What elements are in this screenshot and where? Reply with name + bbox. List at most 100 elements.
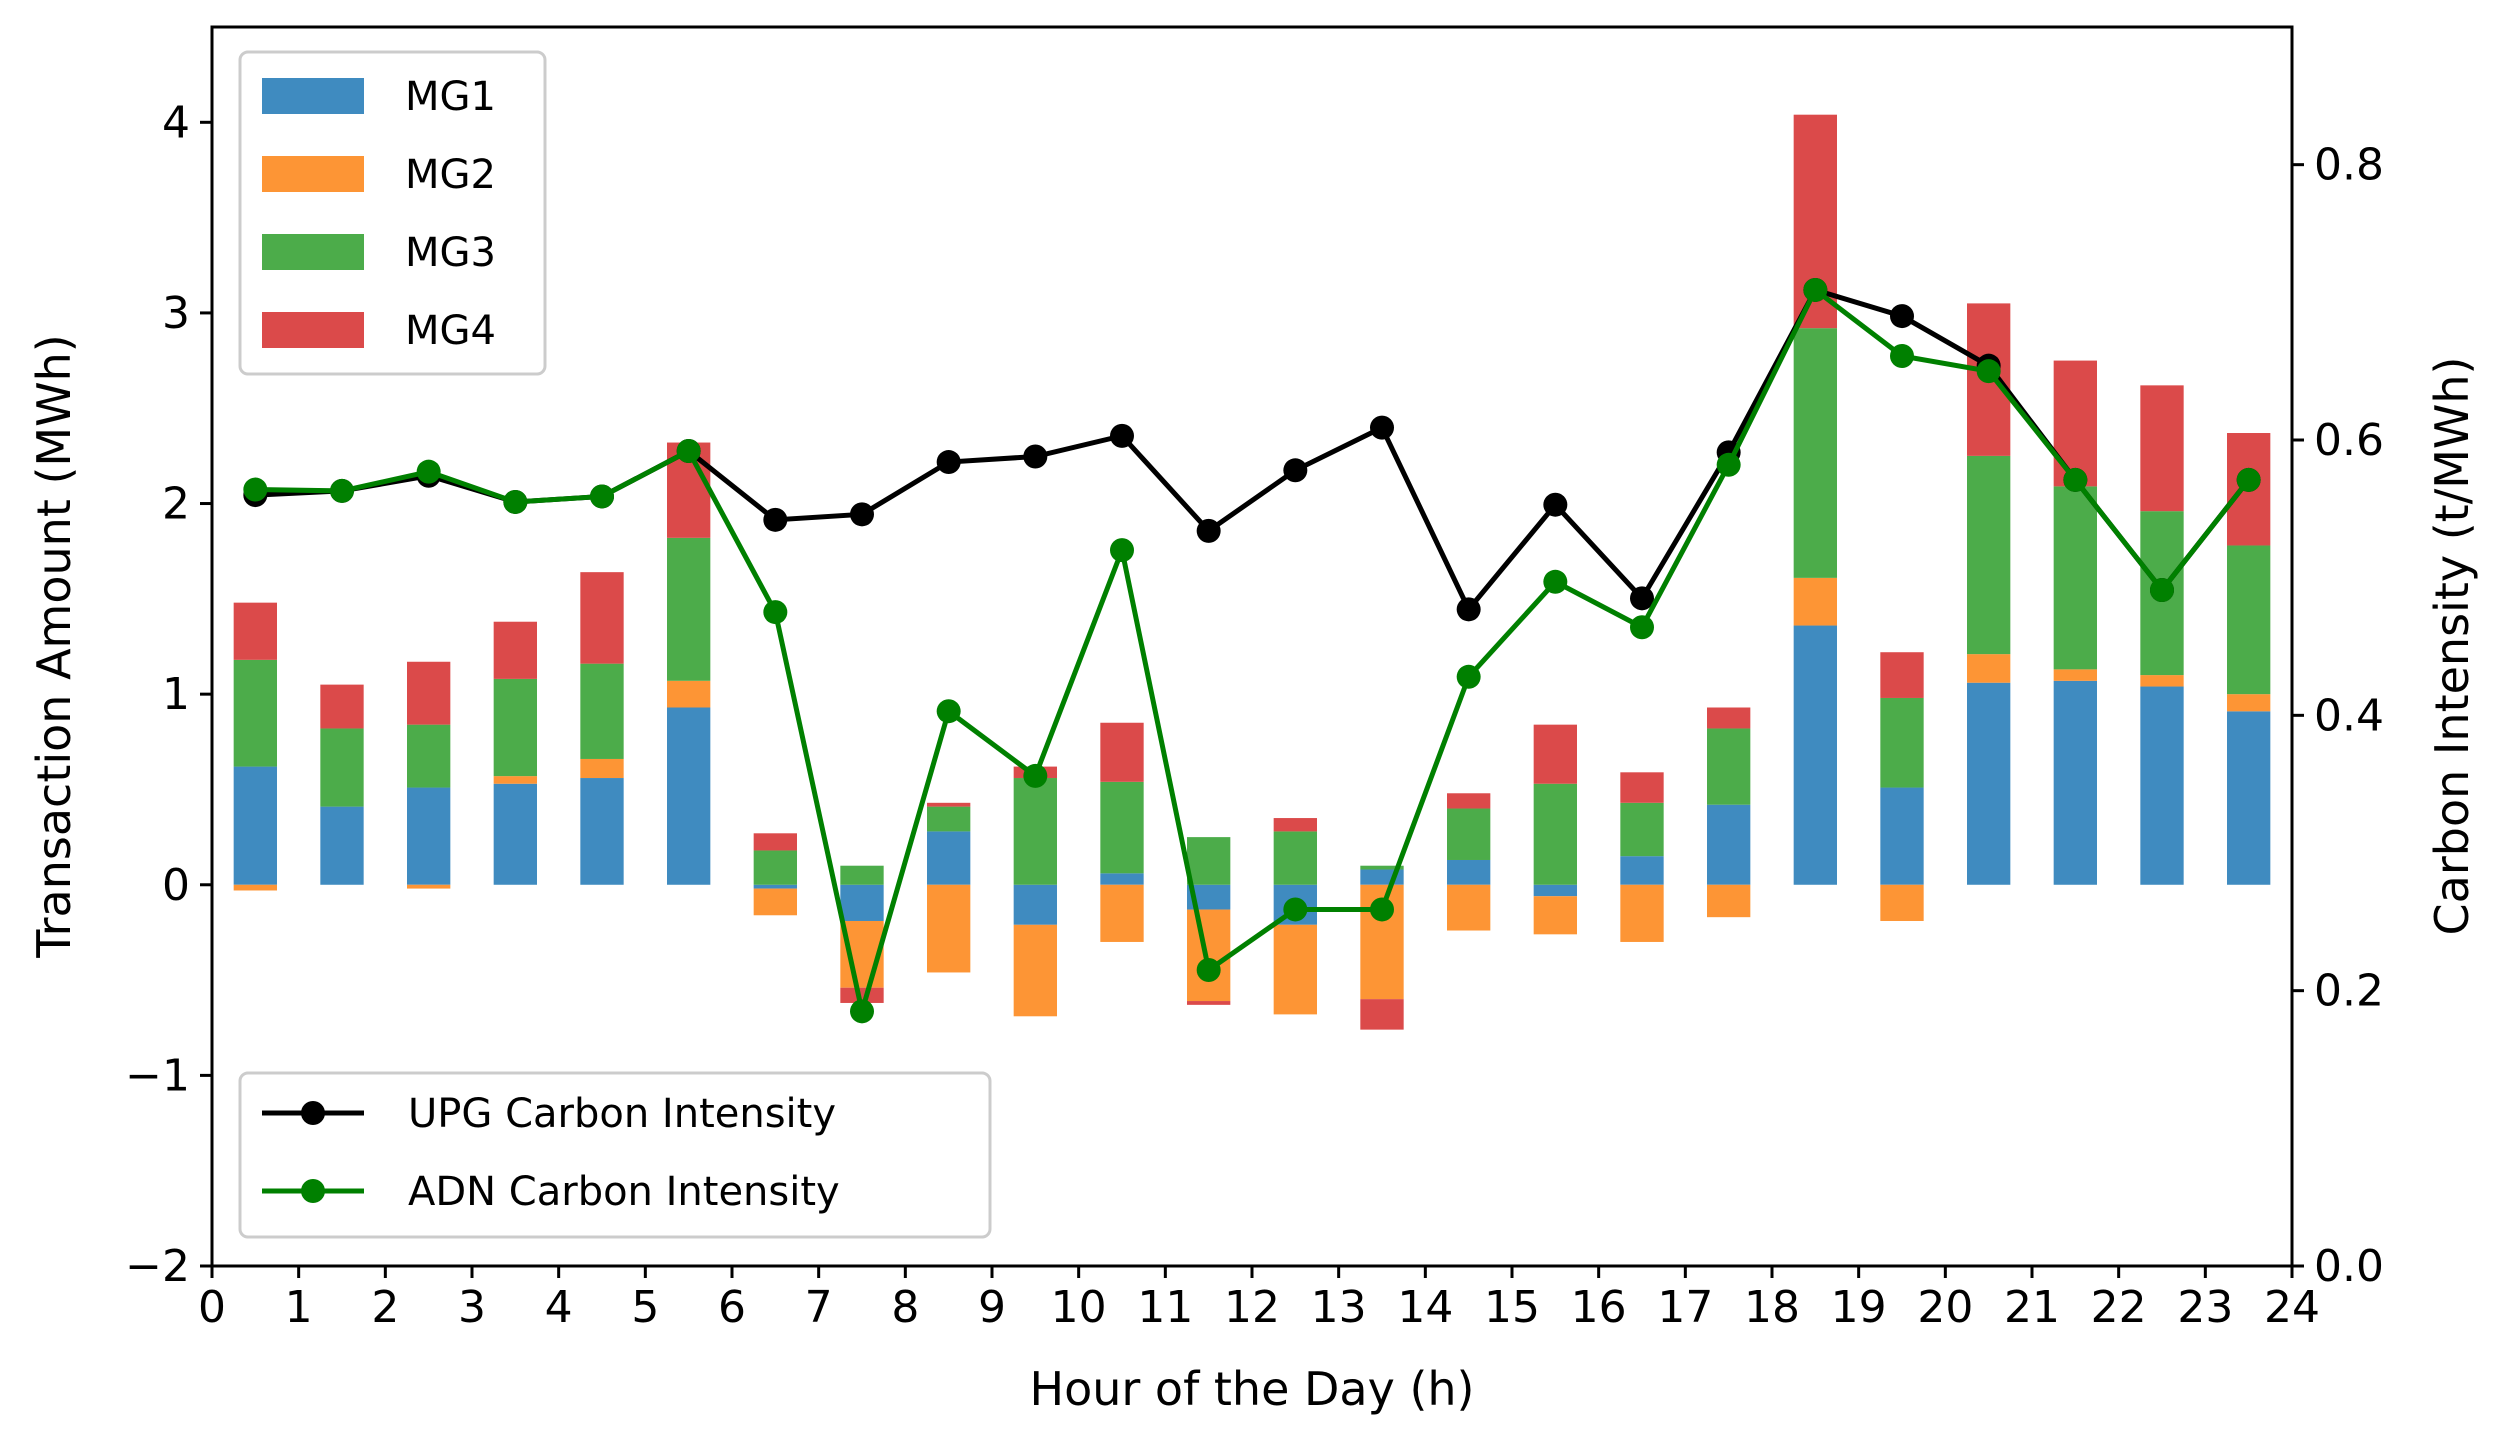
- point-upg-h10: [1110, 423, 1134, 448]
- bar-mg2-h6: [753, 888, 797, 916]
- bar-mg4-h10: [1100, 722, 1144, 782]
- bar-mg1-h23: [2227, 711, 2271, 885]
- legend-bars: MG1 MG2 MG3 MG4: [238, 50, 547, 376]
- legend-swatch-mg2: [262, 156, 364, 192]
- bar-mg4-h3: [493, 621, 537, 679]
- point-adn-h19: [1890, 344, 1914, 369]
- legend-label-mg1: MG1: [405, 74, 496, 120]
- y-axis-right: 0.0 0.2 0.4 0.6 0.8: [2292, 140, 2384, 1292]
- legend-marker-upg: [301, 1101, 325, 1125]
- bar-mg3-h20: [1967, 455, 2011, 655]
- bar-mg3-h9: [1013, 778, 1057, 885]
- point-adn-h0: [243, 477, 268, 502]
- x-tick-label: 21: [2004, 1282, 2060, 1333]
- bar-mg1-h5: [667, 707, 711, 885]
- y2-axis-label: Carbon Intensity (t/MWh): [2425, 357, 2479, 936]
- line-adn: [255, 286, 2251, 1013]
- point-adn-h17: [1716, 452, 1741, 477]
- x-tick-label: 8: [891, 1282, 919, 1333]
- bar-mg4-h22: [2140, 385, 2184, 512]
- point-upg-h12: [1283, 458, 1308, 483]
- bar-mg2-h23: [2227, 694, 2271, 712]
- legend-swatch-mg4: [262, 312, 364, 348]
- legend-swatch-mg1: [262, 78, 364, 114]
- legend-label-mg4: MG4: [405, 308, 496, 354]
- bar-mg3-h14: [1447, 808, 1491, 860]
- bar-mg1-h20: [1967, 682, 2011, 885]
- bar-mg1-h0: [233, 766, 277, 885]
- x-tick-label: 1: [285, 1282, 313, 1333]
- bar-mg2-h2: [407, 884, 451, 889]
- point-adn-h13: [1370, 897, 1394, 922]
- bar-mg1-h2: [407, 787, 451, 885]
- bar-mg3-h7: [840, 865, 884, 885]
- bar-mg4-h17: [1707, 707, 1751, 729]
- x-tick-label: 18: [1744, 1282, 1800, 1333]
- bar-mg2-h20: [1967, 654, 2011, 683]
- legend-lines: UPG Carbon Intensity ADN Carbon Intensity: [238, 1071, 992, 1239]
- point-adn-h20: [1976, 359, 2001, 384]
- bar-mg4-h19: [1880, 652, 1924, 698]
- bar-mg2-h16: [1620, 884, 1664, 942]
- bar-mg4-h12: [1273, 818, 1317, 832]
- bar-mg3-h18: [1793, 328, 1837, 578]
- bar-mg2-h18: [1793, 577, 1837, 626]
- bar-mg2-h17: [1707, 884, 1751, 918]
- point-adn-h10: [1110, 538, 1134, 563]
- x-tick-label: 3: [458, 1282, 486, 1333]
- bar-mg2-h11: [1187, 909, 1231, 1002]
- bar-mg4-h4: [580, 572, 624, 664]
- point-adn-h3: [503, 489, 528, 514]
- point-upg-h19: [1890, 304, 1914, 329]
- point-upg-h8: [936, 450, 961, 475]
- y2-tick-label: 0.6: [2314, 415, 2384, 466]
- point-upg-h11: [1196, 518, 1221, 543]
- bar-mg4-h16: [1620, 772, 1664, 803]
- bar-mg4-h14: [1447, 793, 1491, 809]
- legend-frame: [238, 50, 547, 376]
- bar-mg2-h14: [1447, 884, 1491, 931]
- bar-mg3-h1: [320, 728, 364, 807]
- bar-mg2-h8: [927, 884, 971, 973]
- point-adn-h11: [1196, 958, 1221, 983]
- bar-mg4-h6: [753, 833, 797, 851]
- bar-mg3-h6: [753, 850, 797, 885]
- point-adn-h6: [763, 600, 788, 625]
- legend-swatch-mg3: [262, 234, 364, 270]
- bar-mg4-h11: [1187, 1001, 1231, 1005]
- x-tick-label: 6: [718, 1282, 746, 1333]
- bar-mg4-h2: [407, 661, 451, 725]
- legend-label-adn: ADN Carbon Intensity: [408, 1169, 840, 1215]
- x-tick-label: 20: [1917, 1282, 1973, 1333]
- point-adn-h2: [416, 459, 441, 484]
- x-tick-label: 7: [805, 1282, 833, 1333]
- bar-mg1-h18: [1793, 625, 1837, 885]
- y-tick-label: 2: [162, 479, 190, 530]
- bar-mg1-h4: [580, 778, 624, 885]
- bar-mg1-h19: [1880, 787, 1924, 885]
- bar-mg2-h3: [493, 776, 537, 784]
- point-adn-h21: [2063, 467, 2088, 492]
- point-upg-h7: [850, 502, 874, 527]
- bar-mg2-h21: [2053, 669, 2097, 681]
- lines-layer: [243, 277, 2261, 1024]
- bar-mg1-h21: [2053, 680, 2097, 885]
- point-adn-h12: [1283, 897, 1308, 922]
- y-tick-label: 0: [162, 860, 190, 911]
- x-tick-label: 24: [2264, 1282, 2320, 1333]
- y-tick-label: −2: [125, 1241, 190, 1292]
- bar-mg1-h22: [2140, 686, 2184, 885]
- bar-mg1-h14: [1447, 859, 1491, 885]
- point-adn-h14: [1456, 664, 1481, 689]
- bar-mg3-h5: [667, 537, 711, 681]
- bar-mg3-h8: [927, 806, 971, 832]
- point-adn-h9: [1023, 763, 1048, 788]
- x-tick-label: 19: [1831, 1282, 1887, 1333]
- bar-mg3-h23: [2227, 545, 2271, 695]
- bar-mg3-h3: [493, 678, 537, 777]
- bar-mg3-h17: [1707, 728, 1751, 805]
- legend-marker-adn: [301, 1179, 325, 1203]
- x-tick-label: 17: [1657, 1282, 1713, 1333]
- x-axis-label: Hour of the Day (h): [1030, 1362, 1475, 1416]
